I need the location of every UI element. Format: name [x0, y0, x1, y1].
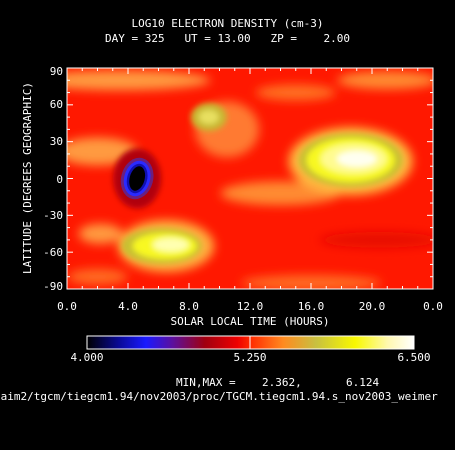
field-sharp-layer [113, 103, 403, 265]
x-tick-label: 16.0 [297, 300, 325, 313]
field-soft-blob [67, 268, 128, 285]
field-contour [152, 237, 189, 252]
y-tick-label: -60 [43, 246, 63, 259]
field-contour [336, 150, 377, 167]
field-soft-blob [255, 84, 336, 101]
field-soft-blob [78, 223, 123, 244]
y-tick-label: 60 [49, 98, 63, 111]
x-tick-label: 20.0 [358, 300, 386, 313]
field-contour [198, 110, 219, 125]
max-value: 6.124 [346, 376, 380, 389]
y-tick-label: 0 [56, 173, 63, 186]
x-tick-label: 0.0 [423, 300, 443, 313]
min-value: 2.362, [262, 376, 302, 389]
x-axis-title: SOLAR LOCAL TIME (HOURS) [170, 315, 330, 328]
colorbar-min-label: 4.000 [70, 351, 104, 364]
y-tick-label: 90 [49, 65, 63, 78]
y-axis-title: LATITUDE (DEGREES GEOGRAPHIC) [21, 81, 34, 275]
x-tick-label: 8.0 [179, 300, 199, 313]
x-tick-label: 0.0 [57, 300, 77, 313]
field-soft-blob [220, 181, 341, 206]
x-tick-label: 4.0 [118, 300, 138, 313]
minmax-label: MIN,MAX = [176, 376, 236, 389]
y-tick-label: -30 [43, 209, 63, 222]
file-path: /aim2/tgcm/tiegcm1.94/nov2003/proc/TGCM.… [0, 391, 438, 403]
density-field [67, 68, 433, 289]
field-soft-blob [337, 71, 433, 90]
field-soft-blob [241, 274, 381, 289]
axis-ticks [66, 67, 434, 290]
colorbar-mid-label: 5.250 [233, 351, 267, 364]
chart-title: LOG10 ELECTRON DENSITY (cm-3) [131, 17, 324, 30]
colorbar-max-label: 6.500 [397, 351, 431, 364]
field-soft-blob [319, 231, 433, 248]
y-tick-label: 30 [49, 135, 63, 148]
x-tick-label: 12.0 [236, 300, 264, 313]
chart-subtitle: DAY = 325 UT = 13.00 ZP = 2.00 [104, 32, 351, 45]
hole-core [129, 166, 146, 191]
y-tick-label: -90 [43, 280, 63, 293]
density-hole [120, 157, 154, 200]
field-soft-blob [67, 70, 211, 91]
